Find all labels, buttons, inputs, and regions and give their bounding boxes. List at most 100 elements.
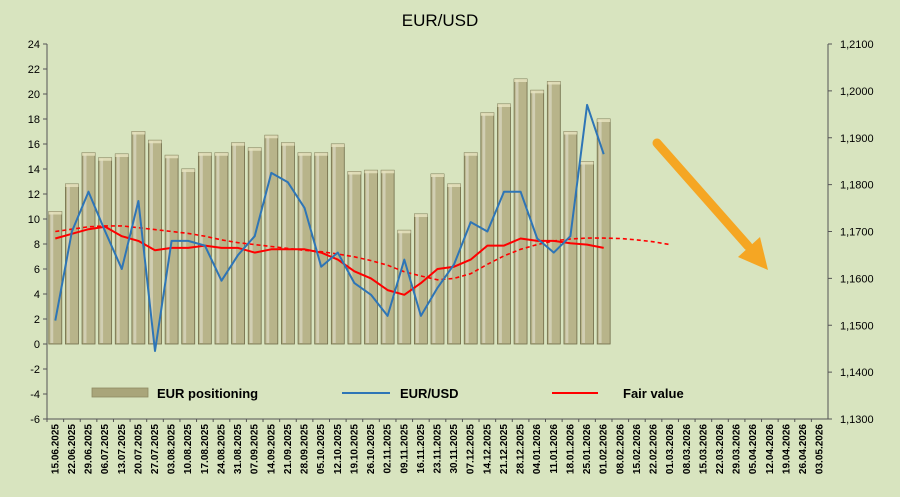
bar-highlight [515, 80, 519, 343]
bar-cap [65, 184, 79, 187]
x-tick-label: 08.03.2026 [682, 424, 693, 474]
chart-title: EUR/USD [402, 11, 479, 30]
bar-cap [364, 170, 378, 174]
y-left-tick-label: 12 [28, 189, 40, 201]
x-tick-label: 04.01.2026 [532, 424, 543, 474]
y-right-tick-label: 1,1600 [840, 273, 874, 285]
x-tick-label: 05.10.2025 [316, 424, 327, 474]
forecast-arrow-shaft [652, 138, 753, 251]
bar-cap [98, 157, 112, 161]
x-tick-label: 15.02.2026 [632, 424, 643, 474]
bar-highlight [499, 105, 502, 343]
bar-cap [331, 144, 345, 147]
x-tick-label: 14.09.2025 [266, 424, 277, 474]
bar-cap [597, 119, 611, 122]
x-tick-label: 28.12.2025 [516, 424, 527, 474]
bar-highlight [382, 171, 386, 343]
x-tick-label: 06.07.2025 [100, 424, 111, 474]
x-tick-label: 14.12.2025 [482, 424, 493, 474]
bar-cap [347, 171, 361, 175]
bar-cap [381, 170, 395, 174]
x-tick-label: 15.03.2026 [698, 424, 709, 474]
bar-highlight [283, 143, 286, 343]
bar-cap [131, 131, 145, 135]
x-tick-label: 23.11.2025 [433, 424, 444, 474]
x-tick-label: 21.09.2025 [283, 424, 294, 474]
forecast-arrow [652, 138, 768, 270]
bar-highlight [316, 153, 320, 343]
y-left-tick-label: 10 [28, 214, 40, 226]
bar-highlight [598, 120, 602, 343]
y-left-tick-label: 0 [34, 339, 40, 351]
bar-highlight [67, 185, 70, 343]
y-left-tick-label: 14 [28, 164, 40, 176]
bar-cap [231, 142, 245, 146]
bar-highlight [366, 171, 369, 343]
x-tick-label: 18.01.2026 [565, 424, 576, 474]
legend-label-positioning: EUR positioning [157, 386, 258, 401]
bar-highlight [100, 158, 104, 343]
x-tick-label: 29.03.2026 [732, 424, 743, 474]
x-tick-label: 05.04.2026 [748, 424, 759, 474]
x-tick-label: 11.01.2026 [549, 424, 560, 474]
x-tick-label: 26.10.2025 [366, 424, 377, 474]
x-tick-label: 25.01.2026 [582, 424, 593, 474]
bar-cap [314, 152, 328, 156]
line-eurusd [54, 103, 605, 352]
bar-cap [480, 112, 494, 116]
bar-cap [264, 135, 278, 139]
bar-series [48, 78, 611, 345]
x-tick-label: 16.11.2025 [416, 424, 427, 474]
x-tick-label: 24.08.2025 [216, 424, 227, 474]
bar-cap [48, 211, 62, 215]
y-right-tick-label: 1,1400 [840, 367, 874, 379]
y-left-tick-label: 20 [28, 89, 40, 101]
bar-cap [431, 174, 444, 177]
y-right-tick-label: 1,2100 [840, 39, 874, 51]
x-tick-label: 12.04.2026 [765, 424, 776, 474]
bar-highlight [266, 136, 270, 343]
legend: EUR positioning EUR/USD Fair value [91, 386, 684, 401]
y-left-tick-label: 6 [34, 264, 40, 276]
x-tick-label: 22.02.2026 [649, 424, 660, 474]
bar-highlight [83, 153, 87, 343]
y-right-tick-label: 1,1700 [840, 227, 874, 239]
y-left-tick-label: 22 [28, 64, 40, 76]
bar-highlight [183, 170, 187, 343]
bar-cap [580, 161, 594, 165]
bar-cap [214, 152, 228, 156]
x-tick-label: 03.08.2025 [167, 424, 178, 474]
bar-cap [198, 152, 212, 156]
legend-label-fair-value: Fair value [623, 386, 684, 401]
bar-highlight [116, 155, 120, 343]
x-tick-label: 01.02.2026 [599, 424, 610, 474]
bar-cap [547, 81, 561, 85]
x-tick-label: 01.03.2026 [665, 424, 676, 474]
x-tick-label: 19.04.2026 [781, 424, 792, 474]
forecast-arrow-head [738, 237, 768, 270]
y-right-tick-label: 1,1800 [840, 180, 874, 192]
line-fair-value [55, 225, 604, 296]
x-tick-label: 07.12.2025 [466, 424, 477, 474]
bar-highlight [415, 215, 419, 343]
bar-cap [281, 142, 295, 146]
bar-highlight [449, 185, 453, 343]
bar-highlight [199, 153, 203, 343]
x-tick-label: 02.11.2025 [383, 424, 394, 474]
y-right-tick-label: 1,1500 [840, 320, 874, 332]
bar-cap [298, 152, 312, 156]
x-tick-label: 26.04.2026 [798, 424, 809, 474]
y-left-tick-label: 4 [34, 289, 40, 301]
bar-cap [181, 169, 195, 172]
bar-cap [148, 140, 162, 144]
bar-cap [563, 131, 577, 135]
x-tick-label: 21.12.2025 [499, 424, 510, 474]
y-right-tick-label: 1,1300 [840, 414, 874, 426]
x-tick-label: 07.09.2025 [250, 424, 261, 474]
x-tick-label: 12.10.2025 [333, 424, 344, 474]
bar-highlight [399, 231, 403, 343]
x-tick-label: 22.03.2026 [715, 424, 726, 474]
bar-cap [397, 230, 411, 234]
bar-highlight [50, 212, 54, 343]
